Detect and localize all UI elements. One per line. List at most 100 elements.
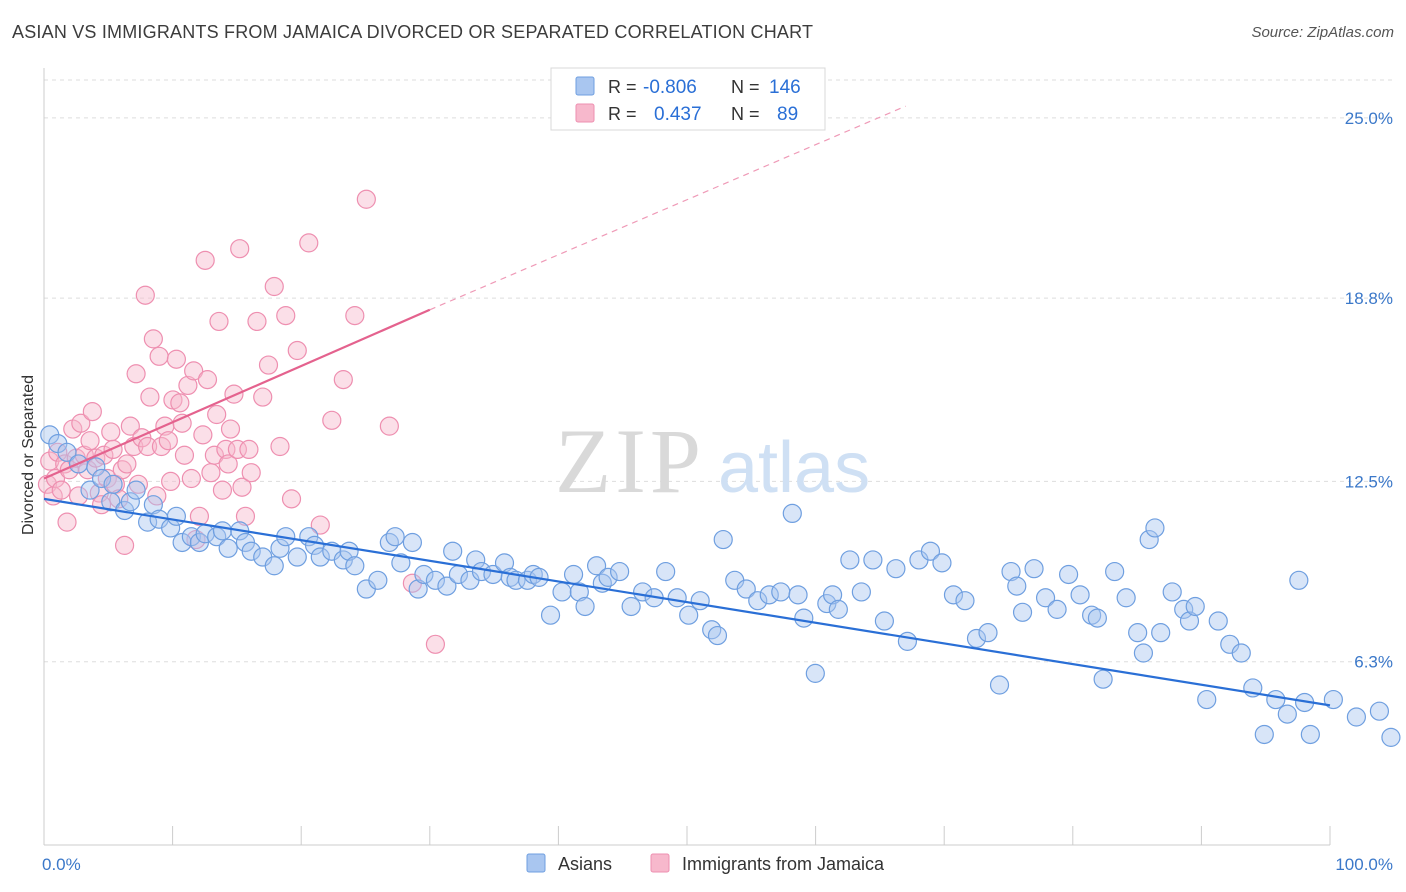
asian-point [920,541,941,561]
asian-point [391,553,411,573]
asian-point [437,576,457,596]
asian-point [86,457,106,477]
jamaica-point [220,419,241,439]
jamaica-point [209,311,229,332]
asian-point [759,585,779,605]
y-tick-label: 6.3% [1354,653,1393,672]
jamaica-point [264,276,284,297]
asian-point [1093,669,1113,689]
jamaica-point [80,431,100,451]
asian-point [1162,582,1182,602]
asian-point [840,550,860,570]
watermark-zip: ZIP [555,410,705,512]
series-legend: Asians Immigrants from Jamaica [526,853,885,874]
watermark: ZIP atlas [555,410,870,512]
jamaica-point [227,439,248,460]
asian-point [1185,596,1205,617]
jamaica-point [207,404,227,425]
jamaica-point [270,436,290,457]
jamaica-point [174,445,195,465]
asian-point [822,585,843,605]
asian-point [748,591,768,611]
jamaica-point [345,306,365,326]
asian-point [1300,724,1320,745]
jamaica-point [310,515,330,535]
asian-point [1369,701,1390,721]
jamaica-point [140,387,160,407]
asian-r-value: -0.806 [643,77,697,98]
asian-point [552,582,572,602]
jamaica-point [232,477,252,497]
jamaica-point [241,463,261,483]
x-tick-label: 0.0% [42,855,81,874]
asian-point [540,605,561,625]
jamaica-point [172,413,192,433]
x-tick-label: 100.0% [1335,855,1393,874]
asian-point [385,527,405,547]
jamaica-point [149,346,169,366]
jamaica-point [212,480,233,500]
asian-swatch [575,76,595,96]
asian-point [782,503,802,524]
jamaica-point [189,506,210,526]
jamaica-point [379,416,399,436]
asian-point [1323,689,1343,710]
asian-point [702,620,722,640]
asian-point [57,442,77,462]
jamaica-point [82,401,102,422]
jamaica-swatch [575,103,595,123]
asian-point [120,492,140,512]
jamaica-point [239,439,259,460]
jamaica-point [138,436,158,457]
asian-point [172,532,192,553]
jamaica-trend-line [43,308,431,480]
asian-point [1254,724,1274,745]
jamaica-legend-label: Immigrants from Jamaica [682,854,885,874]
x-tick-labels: 0.0% 100.0% [42,855,1393,874]
jamaica-point [425,634,446,654]
asian-point [805,663,825,683]
asian-point [425,570,446,590]
jamaica-point [281,489,302,509]
asian-point [1289,570,1309,590]
asian-n-value: 146 [769,77,801,98]
asian-point [586,556,607,576]
asian-point [143,495,163,515]
asian-point [656,561,676,582]
jamaica-point [181,468,201,489]
jamaica-point [170,393,190,413]
jamaica-point [322,410,342,430]
asian-point [1058,564,1079,585]
asian-point [713,529,733,550]
asian-point [707,625,728,646]
asian-point [598,567,618,587]
asian-point [310,547,330,567]
asian-point [1174,599,1194,619]
asian-point [80,480,100,500]
jamaica-point [126,364,146,384]
gridlines [44,79,1395,663]
asian-point [897,631,918,651]
jamaica-point [71,413,91,433]
trend-lines [43,105,1331,707]
asian-point [1012,602,1033,622]
jamaica-point [178,375,198,396]
asian-point [270,538,290,558]
asian-point [1197,689,1217,710]
jamaica-point [114,535,135,555]
jamaica-point [333,370,353,390]
asian-point [408,579,428,599]
jamaica-point [101,422,121,442]
jamaica-point [193,425,213,445]
asian-legend-swatch [526,853,546,873]
asian-point [1024,559,1044,579]
jamaica-point [166,349,186,369]
asian-point [402,532,422,553]
asian-point [978,623,998,643]
asian-point [621,596,641,617]
asian-point [1133,643,1154,663]
asian-point [1277,704,1297,724]
asian-point [287,547,307,567]
jamaica-point [161,471,181,492]
jamaica-point [276,306,296,326]
